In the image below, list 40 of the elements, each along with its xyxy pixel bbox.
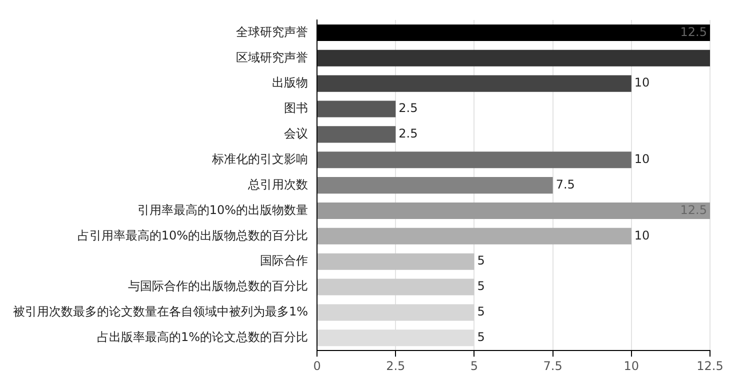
data-label: 5 — [477, 254, 485, 268]
data-label: 10 — [634, 152, 650, 166]
y-tick-label: 国际合作 — [260, 254, 308, 268]
data-label: 2.5 — [398, 126, 418, 141]
bar — [318, 177, 553, 194]
x-tick-label: 0 — [313, 358, 321, 373]
y-tick-label: 引用率最高的10%的出版物数量 — [137, 202, 308, 217]
y-tick-label: 会议 — [284, 126, 308, 141]
bar — [318, 152, 632, 168]
data-label: 5 — [477, 330, 485, 344]
x-tick-label: 5 — [470, 358, 478, 373]
y-tick-label: 全球研究声誉 — [236, 24, 308, 39]
data-label: 2.5 — [398, 101, 418, 116]
bar — [318, 100, 396, 118]
data-label: 5 — [477, 304, 485, 319]
data-label: 7.5 — [556, 177, 575, 192]
data-label: 5 — [477, 279, 485, 294]
bar — [318, 202, 710, 219]
bar — [318, 75, 632, 92]
bar — [318, 278, 474, 296]
x-tick-label: 10 — [624, 358, 640, 373]
bar — [318, 50, 710, 66]
bar — [318, 126, 396, 143]
bar — [318, 253, 474, 270]
y-tick-label: 标准化的引文影响 — [211, 152, 308, 166]
data-label: 12.5 — [680, 24, 707, 39]
bar — [318, 228, 632, 244]
y-tick-label: 总引用次数 — [247, 177, 308, 192]
y-tick-label: 区域研究声誉 — [236, 50, 308, 64]
x-tick-label: 2.5 — [386, 358, 406, 373]
data-label: 10 — [634, 76, 650, 90]
y-tick-label: 占出版率最高的1%的论文总数的百分比 — [96, 330, 308, 344]
y-tick-label: 占引用率最高的10%的出版物总数的百分比 — [77, 228, 308, 242]
y-tick-label: 被引用次数最多的论文数量在各自领域中被列为最多1% — [12, 304, 308, 319]
y-tick-label: 图书 — [284, 101, 308, 116]
y-tick-label: 出版物 — [272, 76, 308, 90]
x-tick-label: 12.5 — [696, 358, 724, 373]
data-label: 10 — [634, 228, 650, 242]
x-tick-label: 7.5 — [543, 358, 562, 373]
y-tick-label: 与国际合作的出版物总数的百分比 — [128, 279, 308, 294]
